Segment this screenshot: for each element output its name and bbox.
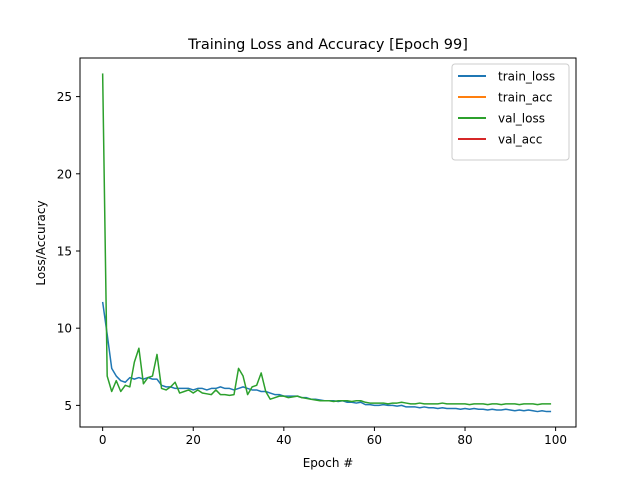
x-tick-label: 60: [367, 433, 382, 447]
legend-label: val_loss: [498, 112, 545, 126]
x-axis-ticks: 0 20 40 60 80 100: [99, 427, 567, 447]
plot-lines: [101, 73, 552, 413]
y-axis-label: Loss/Accuracy: [34, 200, 48, 285]
x-axis-label: Epoch #: [303, 456, 354, 470]
legend-label: val_acc: [498, 133, 542, 147]
legend-box: [451, 63, 570, 161]
y-tick-label: 15: [57, 244, 72, 258]
x-tick-label: 0: [99, 433, 107, 447]
legend: train_loss train_acc val_loss val_acc: [451, 63, 570, 161]
x-tick-label: 20: [186, 433, 201, 447]
y-axis-ticks: 5 10 15 20 25: [57, 90, 80, 413]
chart-title: Training Loss and Accuracy [Epoch 99]: [187, 37, 468, 53]
y-tick-label: 10: [57, 322, 72, 336]
x-tick-label: 40: [276, 433, 291, 447]
x-tick-label: 100: [544, 433, 567, 447]
y-tick-label: 5: [64, 399, 72, 413]
x-tick-label: 80: [457, 433, 472, 447]
y-tick-label: 25: [57, 90, 72, 104]
plot-frame: [79, 57, 577, 428]
series-line-val-loss: [101, 73, 552, 406]
legend-label: train_acc: [498, 91, 552, 105]
y-tick-label: 20: [57, 167, 72, 181]
legend-label: train_loss: [498, 70, 555, 84]
